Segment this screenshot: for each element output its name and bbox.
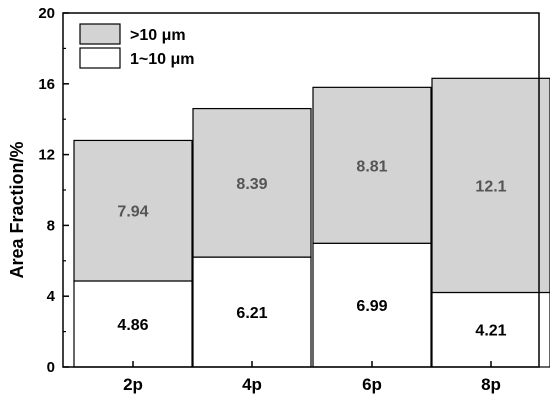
legend-label: 1~10 μm [130,51,195,68]
x-tick-label-8p: 8p [481,375,501,394]
data-label-small-2p: 4.86 [117,317,148,334]
bar-segment-large-2p [73,139,193,282]
legend-label: >10 μm [130,27,186,44]
data-label-small-8p: 4.21 [475,323,506,340]
y-tick-label: 20 [38,5,55,22]
y-tick-label: 0 [47,359,55,376]
bars-layer: 4.86 7.94 6.21 8.39 6.99 8.81 4.21 12.1 [73,77,550,368]
bar-segment-small-6p [312,242,432,368]
data-label-large-8p: 12.1 [475,178,506,195]
legend-swatch [79,47,121,69]
bar-segment-small-8p [431,291,550,368]
data-label-small-6p: 6.99 [356,298,387,315]
x-tick-label-4p: 4p [242,375,262,394]
y-tick-label: 4 [47,288,56,305]
bar-segment-large-4p [192,107,312,258]
bar-segment-large-8p [431,77,550,294]
y-tick-label: 16 [38,76,55,93]
x-tick-label-6p: 6p [362,375,382,394]
legend: >10 μm 1~10 μm [79,23,195,69]
y-tick-label: 8 [47,217,55,234]
data-label-large-6p: 8.81 [356,158,387,175]
bar-segment-small-2p [73,280,193,368]
legend-swatch [79,23,121,45]
data-label-small-4p: 6.21 [236,305,267,322]
data-label-large-4p: 8.39 [236,176,267,193]
axis-ticks: 0 4 8 12 16 20 2p 4p 6p 8p [38,5,501,394]
y-axis-label: Area Fraction/% [7,141,27,278]
x-tick-label-2p: 2p [123,375,143,394]
y-tick-label: 12 [38,147,55,164]
bar-segment-large-6p [312,86,432,244]
data-label-large-2p: 7.94 [117,204,148,221]
